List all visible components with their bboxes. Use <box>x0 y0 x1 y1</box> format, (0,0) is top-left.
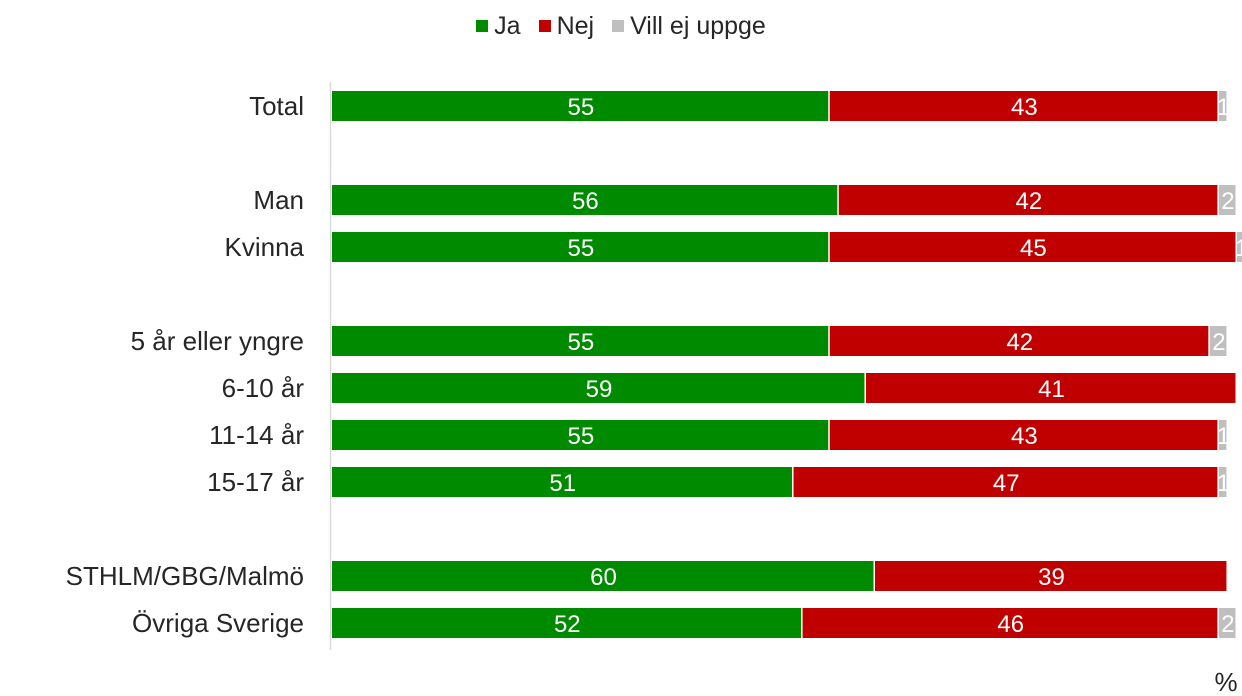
value-label-ja-11-14-år: 55 <box>568 423 595 450</box>
category-label-man: Man <box>253 185 304 215</box>
legend-item-vill-ej-uppge: Vill ej uppge <box>612 12 766 41</box>
legend-item-ja: Ja <box>476 11 521 41</box>
value-labels: 55 43 1 56 42 2 55 45 1 55 42 2 59 41 55 43 1 51 47 1 60 39 52… <box>549 94 1242 638</box>
value-label-ja-sthlm-gbg-malmö: 60 <box>590 564 617 591</box>
bar-nej-5-år-eller-yngre <box>829 326 1209 356</box>
bar-vill-ej-uppge-man <box>1218 185 1236 215</box>
value-label-nej-total: 43 <box>1011 94 1038 121</box>
category-label-5-år-eller-yngre: 5 år eller yngre <box>131 326 304 356</box>
value-label-nej-6-10-år: 41 <box>1038 376 1065 403</box>
value-label-nej-man: 42 <box>1015 188 1042 215</box>
legend-item-nej: Nej <box>538 11 595 41</box>
value-label-vill-ej-uppge-11-14-år: 1 <box>1217 423 1230 450</box>
bar-ja-kvinna <box>332 232 829 262</box>
bar-ja-sthlm-gbg-malmö <box>332 561 874 591</box>
bar-ja-total <box>332 91 829 121</box>
legend: Ja Nej Vill ej uppge <box>0 6 1242 46</box>
legend-swatch-vill-ej-uppge <box>612 20 625 32</box>
value-label-vill-ej-uppge-övriga-sverige: 2 <box>1221 611 1234 638</box>
bar-vill-ej-uppge-övriga-sverige <box>1218 608 1236 638</box>
value-label-nej-15-17-år: 47 <box>993 470 1020 497</box>
bar-ja-man <box>332 185 838 215</box>
value-label-ja-total: 55 <box>568 94 595 121</box>
category-label-övriga-sverige: Övriga Sverige <box>132 608 304 638</box>
category-labels: Total Man Kvinna 5 år eller yngre 6-10 år 11-… <box>66 91 305 638</box>
bar-ja-15-17-år <box>332 467 793 497</box>
legend-label-nej: Nej <box>556 11 595 40</box>
bar-ja-11-14-år <box>332 420 829 450</box>
bar-nej-övriga-sverige <box>802 608 1218 638</box>
bar-nej-kvinna <box>829 232 1236 262</box>
bar-nej-sthlm-gbg-malmö <box>875 561 1227 591</box>
value-label-nej-11-14-år: 43 <box>1011 423 1038 450</box>
value-label-vill-ej-uppge-kvinna: 1 <box>1235 235 1242 262</box>
category-label-6-10-år: 6-10 år <box>222 373 305 403</box>
bar-nej-man <box>838 185 1218 215</box>
value-label-nej-kvinna: 45 <box>1020 235 1047 262</box>
category-label-sthlm-gbg-malmö: STHLM/GBG/Malmö <box>66 561 304 591</box>
bar-vill-ej-uppge-11-14-år <box>1218 420 1227 450</box>
value-label-vill-ej-uppge-man: 2 <box>1221 188 1234 215</box>
bar-vill-ej-uppge-total <box>1218 91 1227 121</box>
bar-nej-11-14-år <box>829 420 1218 450</box>
bar-vill-ej-uppge-kvinna <box>1237 232 1242 262</box>
value-label-nej-sthlm-gbg-malmö: 39 <box>1038 564 1065 591</box>
category-label-kvinna: Kvinna <box>225 232 305 262</box>
category-label-total: Total <box>249 91 304 121</box>
value-label-vill-ej-uppge-total: 1 <box>1217 94 1230 121</box>
legend-swatch-ja <box>476 20 489 32</box>
value-label-vill-ej-uppge-5-år-eller-yngre: 2 <box>1212 329 1225 356</box>
value-label-ja-6-10-år: 59 <box>586 376 613 403</box>
value-label-nej-övriga-sverige: 46 <box>997 611 1024 638</box>
unit-label: % <box>1214 667 1237 696</box>
legend-swatch-nej <box>538 20 551 32</box>
value-label-ja-kvinna: 55 <box>568 235 595 262</box>
bar-nej-total <box>829 91 1218 121</box>
value-label-vill-ej-uppge-15-17-år: 1 <box>1217 470 1230 497</box>
legend-label-ja: Ja <box>494 11 521 40</box>
value-label-nej-5-år-eller-yngre: 42 <box>1006 329 1033 356</box>
value-label-ja-15-17-år: 51 <box>549 470 576 497</box>
bar-ja-6-10-år <box>332 373 865 403</box>
bar-vill-ej-uppge-5-år-eller-yngre <box>1209 326 1227 356</box>
bar-nej-6-10-år <box>865 373 1236 403</box>
bar-nej-15-17-år <box>793 467 1218 497</box>
category-label-11-14-år: 11-14 år <box>209 420 304 450</box>
bars <box>332 91 1242 638</box>
value-label-ja-man: 56 <box>572 188 599 215</box>
legend-label-vill-ej-uppge: Vill ej uppge <box>630 11 766 40</box>
bar-ja-övriga-sverige <box>332 608 802 638</box>
category-label-15-17-år: 15-17 år <box>207 467 304 497</box>
value-label-ja-övriga-sverige: 52 <box>554 611 581 638</box>
value-label-ja-5-år-eller-yngre: 55 <box>568 329 595 356</box>
bar-vill-ej-uppge-15-17-år <box>1218 467 1227 497</box>
bar-ja-5-år-eller-yngre <box>332 326 829 356</box>
